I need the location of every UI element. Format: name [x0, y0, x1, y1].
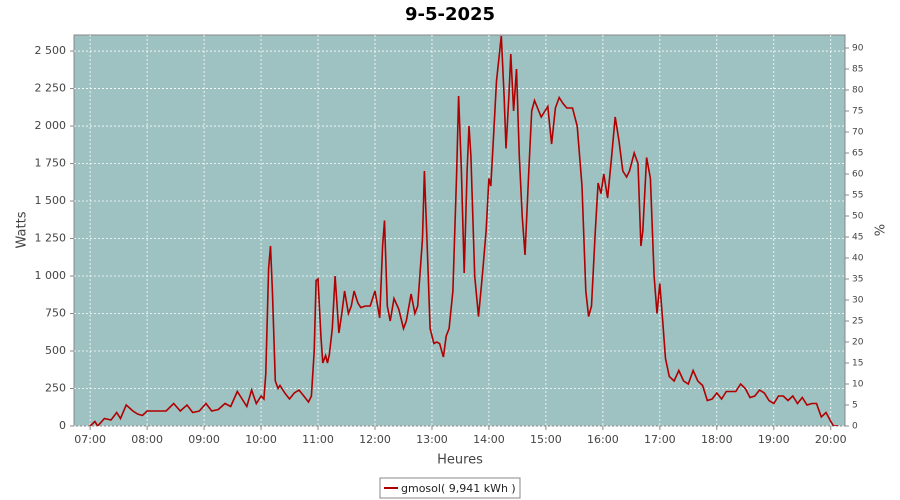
x-tick-label: 14:00: [473, 433, 505, 446]
y2-tick-label: 90: [852, 44, 864, 54]
x-tick-label: 12:00: [359, 433, 391, 446]
y-tick-label: 1 500: [35, 194, 67, 207]
y2-tick-label: 55: [852, 191, 863, 201]
y2-axis-label: %: [874, 224, 889, 236]
y-tick-label: 750: [45, 307, 66, 320]
x-tick-label: 13:00: [416, 433, 448, 446]
x-tick-label: 11:00: [302, 433, 334, 446]
y2-tick-label: 60: [852, 170, 864, 180]
x-tick-label: 18:00: [701, 433, 733, 446]
legend-box: [379, 477, 521, 499]
y2-tick-label: 75: [852, 107, 863, 117]
x-axis-label: Heures: [437, 453, 483, 468]
y-tick-label: 2 500: [35, 44, 67, 57]
y2-tick-label: 10: [852, 380, 864, 390]
y2-tick-label: 25: [852, 317, 863, 327]
y-tick-label: 250: [45, 382, 66, 395]
y-tick-label: 1 000: [35, 269, 67, 282]
y2-tick-label: 85: [852, 65, 863, 75]
y-tick-label: 1 250: [35, 232, 67, 245]
y2-tick-label: 70: [852, 128, 864, 138]
y-tick-label: 1 750: [35, 157, 67, 170]
x-tick-label: 15:00: [530, 433, 562, 446]
x-tick-label: 19:00: [758, 433, 790, 446]
y2-tick-label: 15: [852, 359, 863, 369]
x-tick-label: 20:00: [815, 433, 847, 446]
y-tick-label: 500: [45, 344, 66, 357]
y2-tick-label: 5: [852, 401, 858, 411]
y2-tick-label: 50: [852, 212, 864, 222]
y2-tick-label: 40: [852, 254, 864, 264]
y2-tick-label: 45: [852, 233, 863, 243]
y-tick-label: 0: [59, 419, 66, 432]
x-tick-label: 08:00: [131, 433, 163, 446]
chart-title: 9-5-2025: [405, 4, 495, 25]
y2-tick-label: 80: [852, 86, 864, 96]
y-axis-label: Watts: [15, 211, 30, 248]
y-tick-label: 2 000: [35, 119, 67, 132]
x-tick-label: 09:00: [188, 433, 220, 446]
line-series: [89, 35, 839, 426]
x-tick-label: 17:00: [644, 433, 676, 446]
x-tick-label: 07:00: [74, 433, 106, 446]
y2-tick-label: 0: [852, 422, 858, 432]
y2-tick-label: 20: [852, 338, 864, 348]
y2-tick-label: 30: [852, 296, 864, 306]
y2-tick-label: 65: [852, 149, 863, 159]
x-tick-label: 16:00: [587, 433, 619, 446]
plot-area: [73, 34, 846, 427]
y-tick-label: 2 250: [35, 82, 67, 95]
x-tick-label: 10:00: [245, 433, 277, 446]
legend-label: gmosol( 9,941 kWh ): [401, 482, 516, 495]
y2-tick-label: 35: [852, 275, 863, 285]
